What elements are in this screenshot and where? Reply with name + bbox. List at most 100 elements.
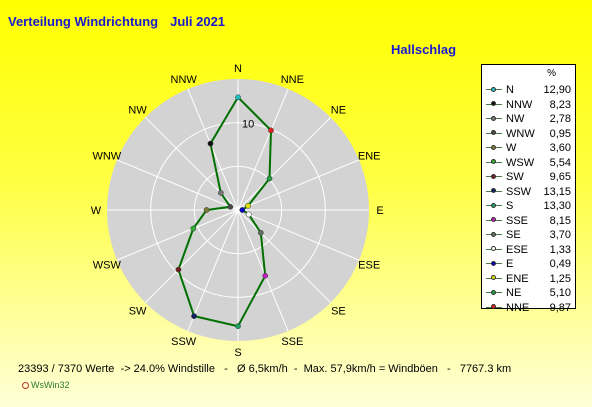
- direction-label: NNW: [171, 74, 198, 86]
- data-point-sw: [175, 266, 182, 273]
- data-point-nw: [217, 189, 224, 196]
- legend-swatch: [486, 159, 502, 164]
- legend-item: W 3,60: [482, 141, 575, 156]
- legend-value: 13,30: [543, 200, 571, 212]
- legend-marker: [491, 289, 496, 295]
- station-name: Hallschlag: [391, 42, 457, 57]
- legend-swatch: [486, 130, 502, 135]
- legend-marker: [491, 246, 496, 251]
- legend-direction: E: [506, 258, 514, 270]
- grid-spoke: [145, 209, 239, 303]
- legend-direction: SE: [506, 229, 521, 241]
- legend-direction: NNE: [506, 301, 530, 314]
- grid-spoke: [237, 117, 331, 211]
- legend-marker: [491, 130, 496, 135]
- data-point-nnw: [207, 140, 214, 147]
- legend-marker: [491, 86, 496, 92]
- legend: % N 12,90 NNW 8,23 NW 2,78 WNW 0,95 W 3,60 WSW 5,54…: [481, 64, 576, 314]
- chart-month: Juli 2021: [170, 14, 226, 29]
- grid-spoke: [237, 88, 289, 211]
- legend-value: 5,10: [549, 287, 571, 299]
- direction-label: WNW: [92, 151, 121, 163]
- legend-direction: SW: [506, 171, 524, 183]
- legend-item: NNW 8,23: [482, 98, 575, 113]
- legend-direction: SSW: [506, 185, 532, 198]
- direction-label: SSE: [281, 336, 303, 348]
- legend-direction: NE: [506, 287, 522, 299]
- grid-spoke: [187, 88, 239, 211]
- legend-swatch: [486, 217, 502, 222]
- data-point-ese: [245, 211, 252, 218]
- grid-spoke: [237, 209, 289, 332]
- legend-value: 2,78: [549, 113, 571, 125]
- legend-direction: ESE: [506, 243, 529, 256]
- legend-marker: [491, 202, 496, 208]
- legend-marker: [491, 231, 496, 237]
- legend-direction: NNW: [506, 98, 533, 111]
- legend-item: N 12,90: [482, 83, 575, 98]
- legend-marker: [491, 304, 496, 309]
- legend-swatch: [486, 188, 502, 193]
- legend-value: 3,70: [549, 229, 571, 241]
- series-markers: [175, 94, 274, 330]
- legend-marker: [491, 217, 496, 222]
- chart-title-text: Verteilung Windrichtung: [8, 14, 159, 29]
- direction-label: N: [234, 63, 242, 75]
- legend-value: 9,65: [549, 171, 571, 183]
- legend-value: 3,60: [549, 142, 571, 154]
- legend-swatch: [486, 260, 502, 266]
- legend-swatch: [486, 275, 502, 280]
- legend-item: SSE 8,15: [482, 214, 575, 229]
- legend-swatch: [486, 173, 502, 179]
- direction-labels: N NNE NE ENE E ESE SE SSE S SSW SW WSW W WNW NW NNW: [91, 63, 384, 359]
- grid-spoke: [116, 159, 239, 211]
- data-point-sse: [262, 272, 269, 279]
- legend-item: SSW 13,15: [482, 185, 575, 200]
- data-point-nne: [268, 127, 274, 134]
- legend-direction: WSW: [506, 156, 535, 169]
- grid-spoke: [237, 209, 331, 303]
- legend-item: NNE 9,87: [482, 301, 575, 316]
- legend-marker: [491, 144, 496, 150]
- legend-value: 0,95: [549, 127, 571, 140]
- legend-unit: %: [547, 68, 556, 79]
- direction-label: E: [376, 205, 383, 217]
- grid-spoke: [187, 209, 239, 332]
- data-point-wnw: [227, 203, 234, 210]
- grid-spoke: [237, 209, 360, 261]
- footer-stats: 23393 / 7370 Werte -> 24.0% Windstille -…: [18, 363, 512, 375]
- legend-marker: [491, 260, 496, 266]
- direction-label: S: [234, 347, 241, 359]
- legend-item: ESE 1,33: [482, 243, 575, 258]
- legend-item: WSW 5,54: [482, 156, 575, 171]
- legend-swatch: [486, 101, 502, 106]
- legend-swatch: [486, 231, 502, 237]
- legend-value: 0,49: [549, 258, 571, 270]
- brand: WsWin32: [22, 380, 70, 390]
- data-point-e: [239, 207, 246, 213]
- legend-value: 12,90: [543, 84, 571, 96]
- data-point-ne: [266, 175, 273, 182]
- data-point-w: [203, 207, 210, 213]
- legend-item: NE 5,10: [482, 286, 575, 301]
- direction-label: ESE: [358, 259, 380, 271]
- direction-label: ENE: [358, 151, 381, 163]
- legend-item: S 13,30: [482, 199, 575, 214]
- legend-value: 9,87: [549, 301, 571, 314]
- legend-swatch: [486, 246, 502, 251]
- legend-value: 13,15: [543, 185, 571, 198]
- direction-label: WSW: [93, 259, 122, 271]
- legend-value: 5,54: [549, 156, 571, 169]
- grid-spoke: [116, 209, 239, 261]
- legend-marker: [491, 115, 496, 121]
- legend-swatch: [486, 202, 502, 208]
- legend-rows: N 12,90 NNW 8,23 NW 2,78 WNW 0,95 W 3,60 WSW 5,54 SW…: [482, 83, 575, 315]
- chart-title: Verteilung Windrichtung Juli 2021: [8, 14, 225, 29]
- legend-value: 8,15: [549, 214, 571, 227]
- direction-label: SW: [129, 305, 147, 317]
- legend-value: 8,23: [549, 98, 571, 111]
- legend-marker: [491, 101, 496, 106]
- legend-direction: NW: [506, 113, 525, 125]
- data-point-s: [235, 323, 241, 330]
- legend-direction: N: [506, 84, 514, 96]
